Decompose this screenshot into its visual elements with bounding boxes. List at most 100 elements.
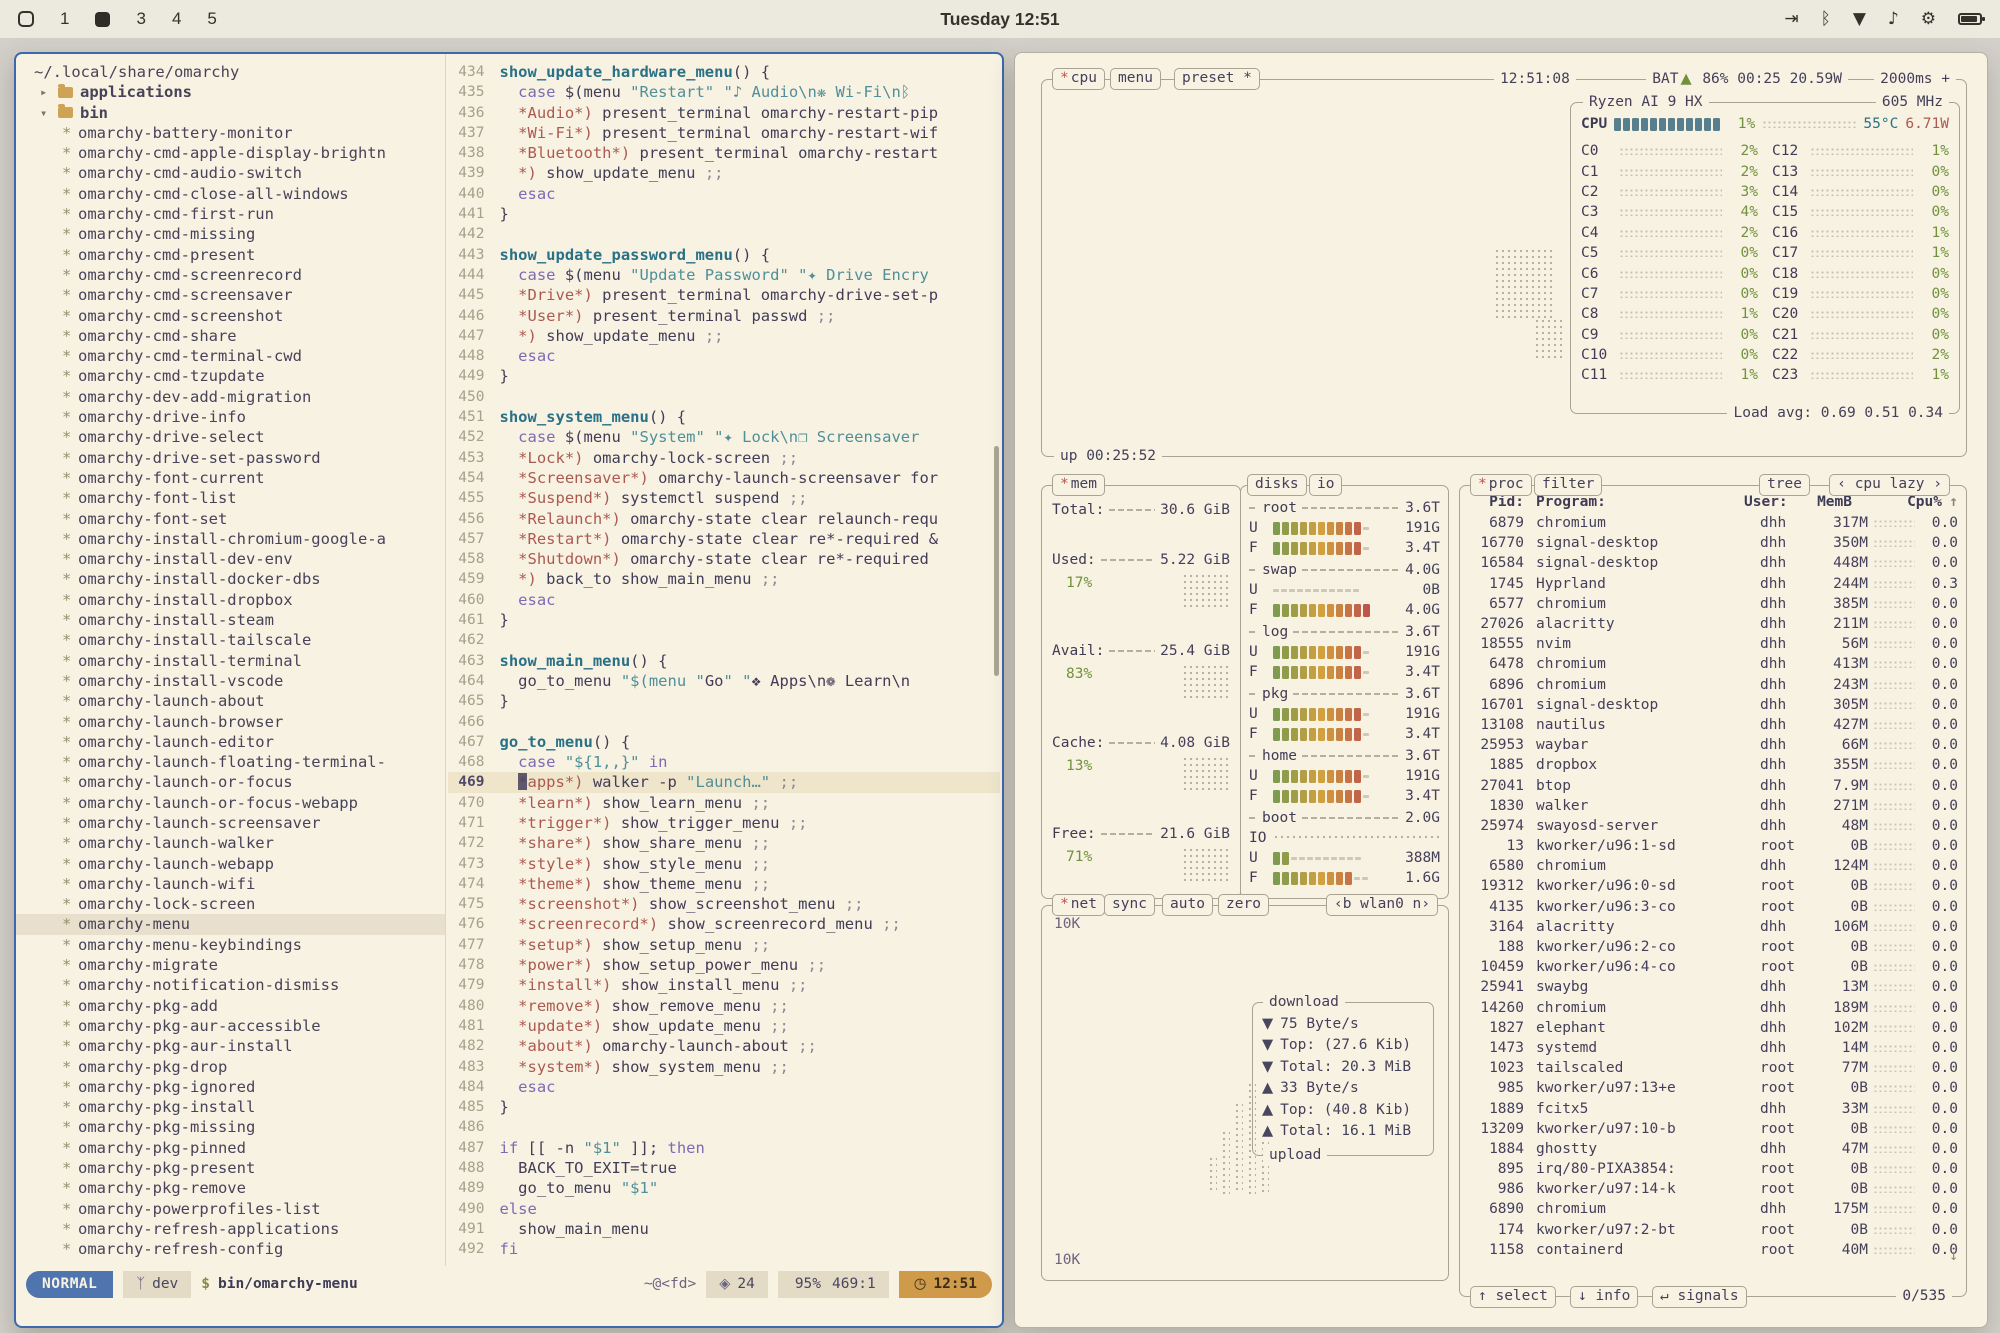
tree-file-omarchy-cmd-close-all-windows[interactable]: *omarchy-cmd-close-all-windows <box>16 184 445 204</box>
code-line-451[interactable]: 451show_system_menu() { <box>448 407 1001 427</box>
code-line-487[interactable]: 487if [[ -n "$1" ]]; then <box>448 1138 1001 1158</box>
battery-icon[interactable] <box>1958 13 1982 25</box>
code-line-475[interactable]: 475 *screenshot*) show_screenshot_menu ;… <box>448 894 1001 914</box>
scroll-down-icon[interactable]: ↓ <box>1949 1246 1958 1266</box>
code-line-436[interactable]: 436 *Audio*) present_terminal omarchy-re… <box>448 103 1001 123</box>
process-row[interactable]: 13108nautilusdhh427M0.0 <box>1460 715 1966 735</box>
tab-tree[interactable]: tree <box>1759 474 1810 496</box>
tree-file-omarchy-install-steam[interactable]: *omarchy-install-steam <box>16 610 445 630</box>
tree-file-omarchy-battery-monitor[interactable]: *omarchy-battery-monitor <box>16 123 445 143</box>
tree-file-omarchy-cmd-screensaver[interactable]: *omarchy-cmd-screensaver <box>16 285 445 305</box>
code-line-470[interactable]: 470 *learn*) show_learn_menu ;; <box>448 793 1001 813</box>
tab-auto[interactable]: auto <box>1162 894 1213 916</box>
process-row[interactable]: 6580chromiumdhh124M0.0 <box>1460 856 1966 876</box>
code-line-452[interactable]: 452 case $(menu "System" "✦ Lock\n❐ Scre… <box>448 427 1001 447</box>
code-line-446[interactable]: 446 *User*) present_terminal passwd ;; <box>448 306 1001 326</box>
process-row[interactable]: 6879chromiumdhh317M0.0 <box>1460 513 1966 533</box>
code-line-463[interactable]: 463show_main_menu() { <box>448 651 1001 671</box>
tree-file-omarchy-refresh-applications[interactable]: *omarchy-refresh-applications <box>16 1219 445 1239</box>
wifi-icon[interactable]: ▼ <box>1853 9 1866 29</box>
code-line-480[interactable]: 480 *remove*) show_remove_menu ;; <box>448 996 1001 1016</box>
tree-file-omarchy-cmd-terminal-cwd[interactable]: *omarchy-cmd-terminal-cwd <box>16 346 445 366</box>
code-line-439[interactable]: 439 *) show_update_menu ;; <box>448 163 1001 183</box>
process-row[interactable]: 1473systemddhh14M0.0 <box>1460 1038 1966 1058</box>
tree-file-omarchy-font-set[interactable]: *omarchy-font-set <box>16 509 445 529</box>
code-line-469[interactable]: 469 *apps*) walker -p "Launch…" ;; <box>448 772 1001 792</box>
tree-file-omarchy-font-list[interactable]: *omarchy-font-list <box>16 488 445 508</box>
tree-file-omarchy-install-terminal[interactable]: *omarchy-install-terminal <box>16 651 445 671</box>
tree-file-omarchy-cmd-audio-switch[interactable]: *omarchy-cmd-audio-switch <box>16 163 445 183</box>
code-line-489[interactable]: 489 go_to_menu "$1" <box>448 1178 1001 1198</box>
process-row[interactable]: 19312kworker/u96:0-sdroot0B0.0 <box>1460 876 1966 896</box>
tab-menu[interactable]: menu <box>1110 68 1161 90</box>
process-row[interactable]: 10459kworker/u96:4-coroot0B0.0 <box>1460 957 1966 977</box>
code-line-450[interactable]: 450 <box>448 387 1001 407</box>
code-line-443[interactable]: 443show_update_password_menu() { <box>448 245 1001 265</box>
tree-file-omarchy-install-dev-env[interactable]: *omarchy-install-dev-env <box>16 549 445 569</box>
process-row[interactable]: 3164alacrittydhh106M0.0 <box>1460 917 1966 937</box>
code-line-462[interactable]: 462 <box>448 630 1001 650</box>
tab-io[interactable]: io <box>1309 474 1342 496</box>
workspace-4[interactable]: 4 <box>172 9 181 29</box>
tree-file-omarchy-launch-webapp[interactable]: *omarchy-launch-webapp <box>16 854 445 874</box>
tree-file-omarchy-menu[interactable]: *omarchy-menu <box>16 914 445 934</box>
tree-file-omarchy-launch-or-focus[interactable]: *omarchy-launch-or-focus <box>16 772 445 792</box>
tree-file-omarchy-migrate[interactable]: *omarchy-migrate <box>16 955 445 975</box>
process-row[interactable]: 1745Hyprlanddhh244M0.3 <box>1460 574 1966 594</box>
tree-file-omarchy-cmd-first-run[interactable]: *omarchy-cmd-first-run <box>16 204 445 224</box>
code-line-435[interactable]: 435 case $(menu "Restart" "♪ Audio\n❋ Wi… <box>448 82 1001 102</box>
process-row[interactable]: 1830walkerdhh271M0.0 <box>1460 796 1966 816</box>
tree-file-omarchy-cmd-present[interactable]: *omarchy-cmd-present <box>16 245 445 265</box>
code-line-461[interactable]: 461} <box>448 610 1001 630</box>
code-line-459[interactable]: 459 *) back_to show_main_menu ;; <box>448 569 1001 589</box>
code-line-456[interactable]: 456 *Relaunch*) omarchy-state clear rela… <box>448 509 1001 529</box>
tree-file-omarchy-cmd-screenshot[interactable]: *omarchy-cmd-screenshot <box>16 306 445 326</box>
tab-proc[interactable]: *proc <box>1470 474 1532 496</box>
sort-selector[interactable]: ‹ cpu lazy › <box>1829 474 1950 496</box>
code-line-466[interactable]: 466 <box>448 712 1001 732</box>
tree-file-omarchy-cmd-share[interactable]: *omarchy-cmd-share <box>16 326 445 346</box>
tree-file-omarchy-install-vscode[interactable]: *omarchy-install-vscode <box>16 671 445 691</box>
tab-net[interactable]: *net <box>1052 894 1105 916</box>
code-line-483[interactable]: 483 *system*) show_system_menu ;; <box>448 1057 1001 1077</box>
code-line-447[interactable]: 447 *) show_update_menu ;; <box>448 326 1001 346</box>
workspace-1[interactable]: 1 <box>60 9 69 29</box>
code-line-441[interactable]: 441} <box>448 204 1001 224</box>
process-row[interactable]: 6478chromiumdhh413M0.0 <box>1460 654 1966 674</box>
code-line-467[interactable]: 467go_to_menu() { <box>448 732 1001 752</box>
process-row[interactable]: 16770signal-desktopdhh350M0.0 <box>1460 533 1966 553</box>
tree-folder-bin[interactable]: ▾bin <box>16 103 445 123</box>
process-row[interactable]: 16701signal-desktopdhh305M0.0 <box>1460 695 1966 715</box>
tree-file-omarchy-launch-browser[interactable]: *omarchy-launch-browser <box>16 712 445 732</box>
tab-zero[interactable]: zero <box>1218 894 1269 916</box>
process-row[interactable]: 4135kworker/u96:3-coroot0B0.0 <box>1460 897 1966 917</box>
tree-file-omarchy-install-dropbox[interactable]: *omarchy-install-dropbox <box>16 590 445 610</box>
code-line-444[interactable]: 444 case $(menu "Update Password" "✦ Dri… <box>448 265 1001 285</box>
process-row[interactable]: 25974swayosd-serverdhh48M0.0 <box>1460 816 1966 836</box>
code-line-482[interactable]: 482 *about*) omarchy-launch-about ;; <box>448 1036 1001 1056</box>
tree-file-omarchy-dev-add-migration[interactable]: *omarchy-dev-add-migration <box>16 387 445 407</box>
process-row[interactable]: 1158containerdroot40M0.0 <box>1460 1240 1966 1260</box>
code-line-457[interactable]: 457 *Restart*) omarchy-state clear re*-r… <box>448 529 1001 549</box>
code-line-488[interactable]: 488 BACK_TO_EXIT=true <box>448 1158 1001 1178</box>
code-line-453[interactable]: 453 *Lock*) omarchy-lock-screen ;; <box>448 448 1001 468</box>
process-row[interactable]: 13kworker/u96:1-sdroot0B0.0 <box>1460 836 1966 856</box>
process-row[interactable]: 174kworker/u97:2-btroot0B0.0 <box>1460 1220 1966 1240</box>
bluetooth-icon[interactable]: ᛒ <box>1821 9 1831 29</box>
process-row[interactable]: 1827elephantdhh102M0.0 <box>1460 1018 1966 1038</box>
process-row[interactable]: 18555nvimdhh56M0.0 <box>1460 634 1966 654</box>
code-line-434[interactable]: 434show_update_hardware_menu() { <box>448 62 1001 82</box>
workspace-current[interactable] <box>95 12 110 27</box>
code-line-468[interactable]: 468 case "${1,,}" in <box>448 752 1001 772</box>
update-interval[interactable]: 2000ms + <box>1874 69 1956 90</box>
tree-file-omarchy-notification-dismiss[interactable]: *omarchy-notification-dismiss <box>16 975 445 995</box>
code-line-490[interactable]: 490else <box>448 1199 1001 1219</box>
tree-file-omarchy-pkg-add[interactable]: *omarchy-pkg-add <box>16 996 445 1016</box>
code-line-445[interactable]: 445 *Drive*) present_terminal omarchy-dr… <box>448 285 1001 305</box>
code-line-465[interactable]: 465} <box>448 691 1001 711</box>
process-row[interactable]: 986kworker/u97:14-kroot0B0.0 <box>1460 1179 1966 1199</box>
process-row[interactable]: 895irq/80-PIXA3854:root0B0.0 <box>1460 1159 1966 1179</box>
process-row[interactable]: 27026alacrittydhh211M0.0 <box>1460 614 1966 634</box>
tree-file-omarchy-drive-set-password[interactable]: *omarchy-drive-set-password <box>16 448 445 468</box>
code-line-491[interactable]: 491 show_main_menu <box>448 1219 1001 1239</box>
